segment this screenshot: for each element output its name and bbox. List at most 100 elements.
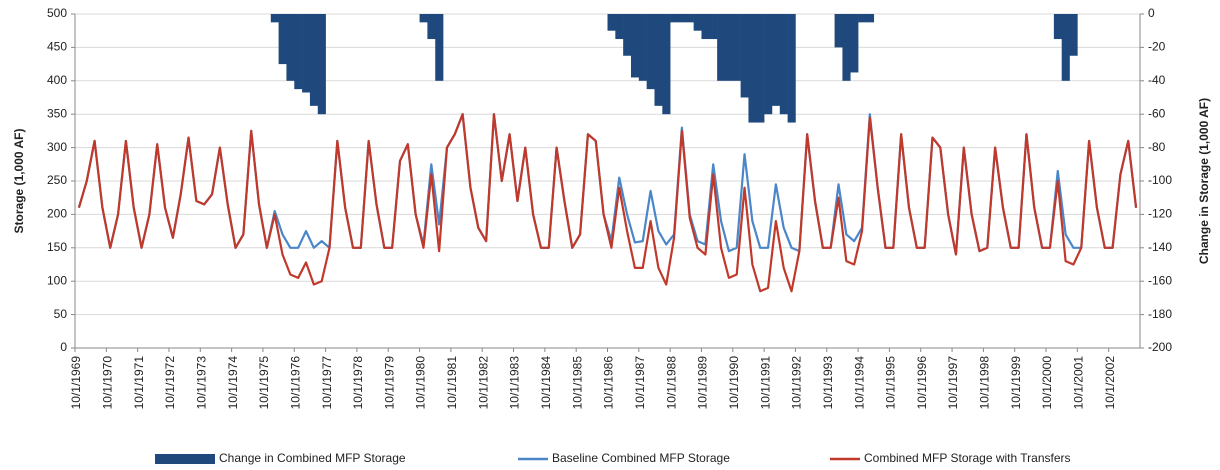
y2-tick-label: -40 <box>1148 73 1166 87</box>
x-tick-label: 10/1/1998 <box>978 356 992 410</box>
bar <box>630 14 640 78</box>
x-tick-label: 10/1/1972 <box>163 356 177 410</box>
y-tick-label: 50 <box>54 307 68 321</box>
bar <box>427 14 436 40</box>
x-tick-label: 10/1/1973 <box>194 356 208 410</box>
bar <box>787 14 796 123</box>
bar <box>865 14 875 23</box>
y-tick-label: 200 <box>47 207 67 221</box>
bar <box>740 14 749 98</box>
y-tick-label: 500 <box>47 6 67 20</box>
x-tick-label: 10/1/1992 <box>790 356 804 410</box>
bar <box>1069 14 1078 56</box>
bar <box>638 14 647 81</box>
y2-tick-label: -60 <box>1148 106 1166 120</box>
y-tick-label: 400 <box>47 73 67 87</box>
bar <box>317 14 326 115</box>
bar <box>693 14 702 31</box>
bar <box>662 14 671 115</box>
bar <box>615 14 624 40</box>
bar <box>834 14 843 48</box>
legend-label: Baseline Combined MFP Storage <box>552 451 730 465</box>
y2-tick-label: -200 <box>1148 340 1172 354</box>
bar <box>779 14 788 115</box>
bar <box>419 14 428 23</box>
bar <box>646 14 655 90</box>
bar <box>278 14 287 65</box>
y2-tick-label: -80 <box>1148 140 1166 154</box>
x-tick-label: 10/1/1988 <box>664 356 678 410</box>
bar <box>771 14 781 106</box>
bar <box>709 14 718 40</box>
y-tick-label: 150 <box>47 240 67 254</box>
x-tick-label: 10/1/2000 <box>1040 356 1054 410</box>
bar <box>858 14 867 23</box>
x-tick-label: 10/1/1987 <box>633 356 647 410</box>
x-tick-label: 10/1/1970 <box>100 356 114 410</box>
x-tick-label: 10/1/1991 <box>758 356 772 410</box>
y2-tick-label: -160 <box>1148 273 1172 287</box>
bar <box>748 14 757 123</box>
bar <box>270 14 279 23</box>
x-tick-label: 10/1/1982 <box>476 356 490 410</box>
bar <box>764 14 773 115</box>
legend-label: Change in Combined MFP Storage <box>219 451 406 465</box>
x-tick-label: 10/1/2002 <box>1103 356 1117 410</box>
y-tick-label: 300 <box>47 140 67 154</box>
x-tick-label: 10/1/1999 <box>1009 356 1023 410</box>
bar <box>732 14 741 81</box>
bar <box>1061 14 1070 81</box>
x-tick-label: 10/1/1986 <box>602 356 616 410</box>
x-tick-label: 10/1/2001 <box>1072 356 1086 410</box>
bar <box>294 14 303 90</box>
x-tick-label: 10/1/1990 <box>727 356 741 410</box>
y-tick-label: 450 <box>47 40 67 54</box>
y-tick-label: 350 <box>47 106 67 120</box>
y2-tick-label: -140 <box>1148 240 1172 254</box>
x-tick-label: 10/1/1971 <box>132 356 146 410</box>
bar <box>685 14 694 23</box>
bar <box>435 14 444 81</box>
x-tick-label: 10/1/1980 <box>414 356 428 410</box>
x-tick-label: 10/1/1974 <box>226 356 240 410</box>
x-tick-label: 10/1/1975 <box>257 356 271 410</box>
bar <box>1053 14 1062 40</box>
legend-label: Combined MFP Storage with Transfers <box>864 451 1071 465</box>
bar <box>654 14 663 106</box>
y-axis-title: Storage (1,000 AF) <box>12 129 26 234</box>
bar <box>309 14 319 106</box>
y2-axis-title: Change in Storage (1,000 AF) <box>1197 98 1211 264</box>
x-tick-label: 10/1/1969 <box>69 356 83 410</box>
y2-tick-label: -100 <box>1148 173 1172 187</box>
x-tick-label: 10/1/1997 <box>946 356 960 410</box>
x-tick-label: 10/1/1983 <box>508 356 522 410</box>
bar <box>670 14 679 23</box>
bar <box>850 14 859 73</box>
y-tick-label: 100 <box>47 273 67 287</box>
y2-tick-label: 0 <box>1148 6 1155 20</box>
bar <box>623 14 632 56</box>
x-tick-label: 10/1/1985 <box>570 356 584 410</box>
y-tick-label: 250 <box>47 173 67 187</box>
x-tick-label: 10/1/1977 <box>320 356 334 410</box>
x-tick-label: 10/1/1994 <box>852 356 866 410</box>
x-tick-label: 10/1/1996 <box>915 356 929 410</box>
x-tick-label: 10/1/1979 <box>382 356 396 410</box>
legend-swatch <box>155 454 215 464</box>
bar <box>717 14 726 81</box>
bar <box>607 14 616 31</box>
bar <box>756 14 765 123</box>
x-tick-label: 10/1/1981 <box>445 356 459 410</box>
y2-tick-label: -20 <box>1148 40 1166 54</box>
x-tick-label: 10/1/1993 <box>821 356 835 410</box>
x-tick-label: 10/1/1989 <box>696 356 710 410</box>
y-tick-label: 0 <box>60 340 67 354</box>
bar <box>286 14 295 81</box>
x-tick-label: 10/1/1978 <box>351 356 365 410</box>
bar <box>724 14 734 81</box>
bar <box>677 14 687 23</box>
y2-tick-label: -120 <box>1148 207 1172 221</box>
x-tick-label: 10/1/1995 <box>884 356 898 410</box>
bar <box>701 14 710 40</box>
